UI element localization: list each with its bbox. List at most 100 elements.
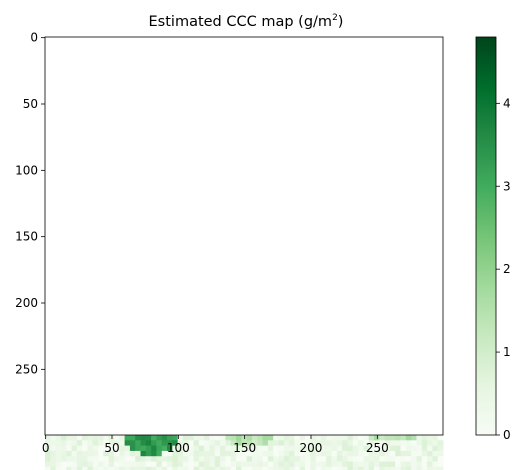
heatmap-cell	[331, 461, 338, 468]
heatmap-cell	[92, 461, 99, 468]
heatmap-cell	[161, 456, 168, 462]
heatmap-cell	[71, 456, 78, 462]
heatmap-cell	[273, 456, 279, 462]
heatmap-cell	[145, 435, 152, 441]
heatmap-cell	[167, 435, 173, 441]
heatmap-cell	[87, 440, 94, 447]
heatmap-cell	[140, 461, 147, 468]
heatmap-cell	[177, 456, 184, 462]
heatmap-cell	[182, 445, 189, 452]
heatmap-cell	[267, 445, 274, 452]
heatmap-cell	[124, 466, 131, 470]
heatmap-cell	[411, 461, 417, 468]
heatmap-cell	[310, 445, 317, 452]
heatmap-cell	[416, 440, 423, 447]
heatmap-cell	[251, 461, 258, 468]
heatmap-cell	[177, 435, 184, 441]
heatmap-cell	[384, 440, 391, 447]
heatmap-cell	[98, 450, 104, 457]
heatmap-cell	[358, 450, 364, 457]
heatmap-cell	[262, 440, 269, 447]
heatmap-cell	[129, 435, 136, 441]
heatmap-cell	[352, 450, 359, 457]
heatmap-cell	[347, 461, 354, 468]
heatmap-cell	[384, 435, 391, 441]
heatmap-cell	[135, 440, 141, 447]
heatmap-cell	[193, 440, 200, 447]
heatmap-cell	[188, 450, 194, 457]
heatmap-cell	[92, 456, 99, 462]
heatmap-cell	[389, 456, 396, 462]
heatmap-cell	[416, 461, 423, 468]
heatmap-cell	[395, 450, 401, 457]
heatmap-cell	[389, 445, 396, 452]
heatmap-cell	[214, 461, 221, 468]
heatmap-cell	[230, 456, 237, 462]
heatmap-cell	[113, 456, 120, 462]
heatmap-cell	[124, 445, 131, 452]
heatmap-cell	[225, 456, 232, 462]
heatmap-cell	[98, 445, 104, 452]
heatmap-cell	[363, 445, 370, 452]
heatmap-cell	[416, 445, 423, 452]
heatmap-cell	[60, 435, 67, 441]
heatmap-cell	[294, 461, 301, 468]
heatmap-cell	[214, 440, 221, 447]
heatmap-cell	[305, 461, 311, 468]
heatmap-cell	[76, 456, 83, 462]
heatmap-cell	[45, 435, 51, 441]
heatmap-cell	[220, 466, 226, 470]
heatmap-cell	[82, 440, 88, 447]
heatmap-cell	[273, 450, 279, 457]
heatmap-cell	[92, 440, 99, 447]
chart-title-superscript: 2	[332, 13, 338, 23]
heatmap-cell	[82, 445, 88, 452]
heatmap-cell	[225, 450, 232, 457]
heatmap-cell	[347, 440, 354, 447]
heatmap-cell	[87, 466, 94, 470]
heatmap-cell	[198, 435, 205, 441]
heatmap-cell	[82, 466, 88, 470]
heatmap-cell	[172, 435, 179, 441]
heatmap-cell	[209, 466, 216, 470]
heatmap-cell	[400, 456, 407, 462]
heatmap-cell	[71, 445, 78, 452]
chart-title: Estimated CCC map (g/m2)	[149, 13, 344, 30]
heatmap-cell	[198, 461, 205, 468]
heatmap-cell	[108, 456, 115, 462]
heatmap-cell	[395, 456, 401, 462]
heatmap-cell	[336, 440, 343, 447]
heatmap-cell	[182, 456, 189, 462]
heatmap-cell	[230, 435, 237, 441]
heatmap-cell	[220, 435, 226, 441]
heatmap-cell	[60, 461, 67, 468]
heatmap-cell	[119, 445, 125, 452]
heatmap-cell	[182, 466, 189, 470]
heatmap-cell	[113, 466, 120, 470]
heatmap-cell	[251, 440, 258, 447]
heatmap-cell	[379, 450, 386, 457]
heatmap-cell	[55, 466, 62, 470]
heatmap-cell	[363, 461, 370, 468]
heatmap-cell	[257, 435, 263, 441]
heatmap-cell	[278, 450, 285, 457]
heatmap-cell	[320, 440, 327, 447]
heatmap-cell	[273, 435, 279, 441]
heatmap-cell	[55, 456, 62, 462]
heatmap-cell	[135, 456, 141, 462]
heatmap-cell	[421, 450, 428, 457]
heatmap-cell	[347, 466, 354, 470]
heatmap-cell	[405, 461, 412, 468]
heatmap-cell	[257, 450, 263, 457]
heatmap-cell	[129, 461, 136, 468]
heatmap-cell	[241, 440, 248, 447]
heatmap-cell	[384, 456, 391, 462]
heatmap-cell	[76, 435, 83, 441]
heatmap-cell	[315, 445, 322, 452]
heatmap-cell	[82, 456, 88, 462]
heatmap-cell	[389, 461, 396, 468]
heatmap-cell	[55, 440, 62, 447]
heatmap-cell	[267, 461, 274, 468]
heatmap-cell	[87, 450, 94, 457]
heatmap-cell	[405, 450, 412, 457]
